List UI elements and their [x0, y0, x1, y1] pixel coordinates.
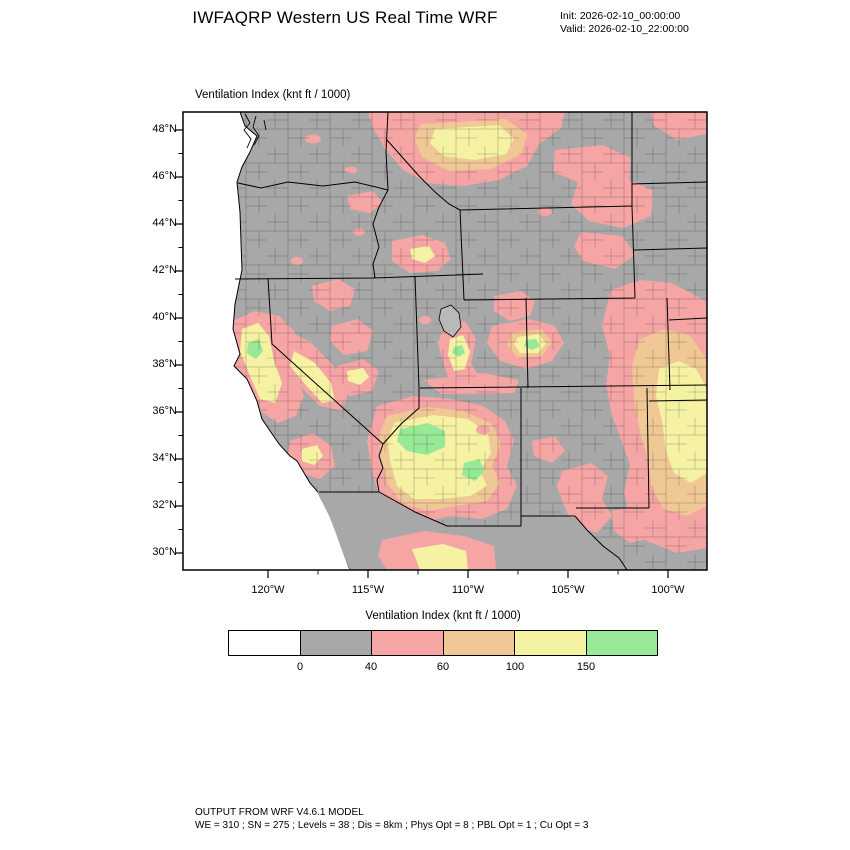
colorbar — [228, 630, 658, 656]
contour-yellow-sonora — [412, 544, 468, 570]
page-title: IWFAQRP Western US Real Time WRF — [192, 8, 498, 27]
map-frame — [182, 111, 708, 571]
y-axis-tick-label: 40°N — [152, 311, 177, 323]
colorbar-tick-label: 60 — [436, 661, 450, 673]
colorbar-cell — [443, 631, 515, 655]
colorbar-cell — [372, 631, 444, 655]
colorbar-cell — [229, 631, 301, 655]
colorbar-tick-label: 100 — [505, 661, 525, 673]
footer-model-line: OUTPUT FROM WRF V4.6.1 MODEL — [195, 807, 364, 818]
x-axis-tick-label: 105°W — [551, 584, 585, 596]
x-axis-tick-label: 120°W — [251, 584, 285, 596]
colorbar-tick-label: 150 — [576, 661, 596, 673]
colorbar-cell — [515, 631, 587, 655]
footer-info: OUTPUT FROM WRF V4.6.1 MODEL WE = 310 ; … — [195, 806, 755, 832]
y-axis-tick-label: 44°N — [152, 217, 177, 229]
y-axis-tick-label: 48°N — [152, 123, 177, 135]
colorbar-tick-label: 0 — [296, 661, 304, 673]
y-axis-tick-label: 46°N — [152, 170, 177, 182]
init-time: Init: 2026-02-10_00:00:00 — [560, 10, 681, 22]
contour-regions-mexico — [378, 531, 496, 570]
colorbar-cell — [300, 631, 372, 655]
y-axis-tick-label: 32°N — [152, 499, 177, 511]
colorbar-cell — [586, 631, 657, 655]
y-axis-tick-label: 34°N — [152, 452, 177, 464]
puget-sound-inlets — [243, 113, 267, 149]
x-axis-tick-label: 110°W — [451, 584, 485, 596]
y-axis-tick-label: 42°N — [152, 264, 177, 276]
y-axis-tick-label: 30°N — [152, 546, 177, 558]
footer-config-line: WE = 310 ; SN = 275 ; Levels = 38 ; Dis … — [195, 820, 589, 831]
x-axis-tick-label: 100°W — [651, 584, 685, 596]
state-borders — [234, 111, 708, 571]
run-times: Init: 2026-02-10_00:00:00 Valid: 2026-02… — [560, 10, 730, 36]
colorbar-tick-label: 40 — [364, 661, 378, 673]
y-axis-tick-label: 38°N — [152, 358, 177, 370]
axis-ticks — [175, 129, 669, 578]
great-salt-lake — [438, 304, 462, 338]
colorbar-title: Ventilation Index (knt ft / 1000) — [365, 610, 521, 622]
y-axis-tick-label: 36°N — [152, 405, 177, 417]
x-axis-tick-label: 115°W — [351, 584, 385, 596]
map-panel-label: Ventilation Index (knt ft / 1000) — [195, 89, 351, 101]
valid-time: Valid: 2026-02-10_22:00:00 — [560, 23, 689, 35]
map-canvas — [175, 111, 708, 578]
